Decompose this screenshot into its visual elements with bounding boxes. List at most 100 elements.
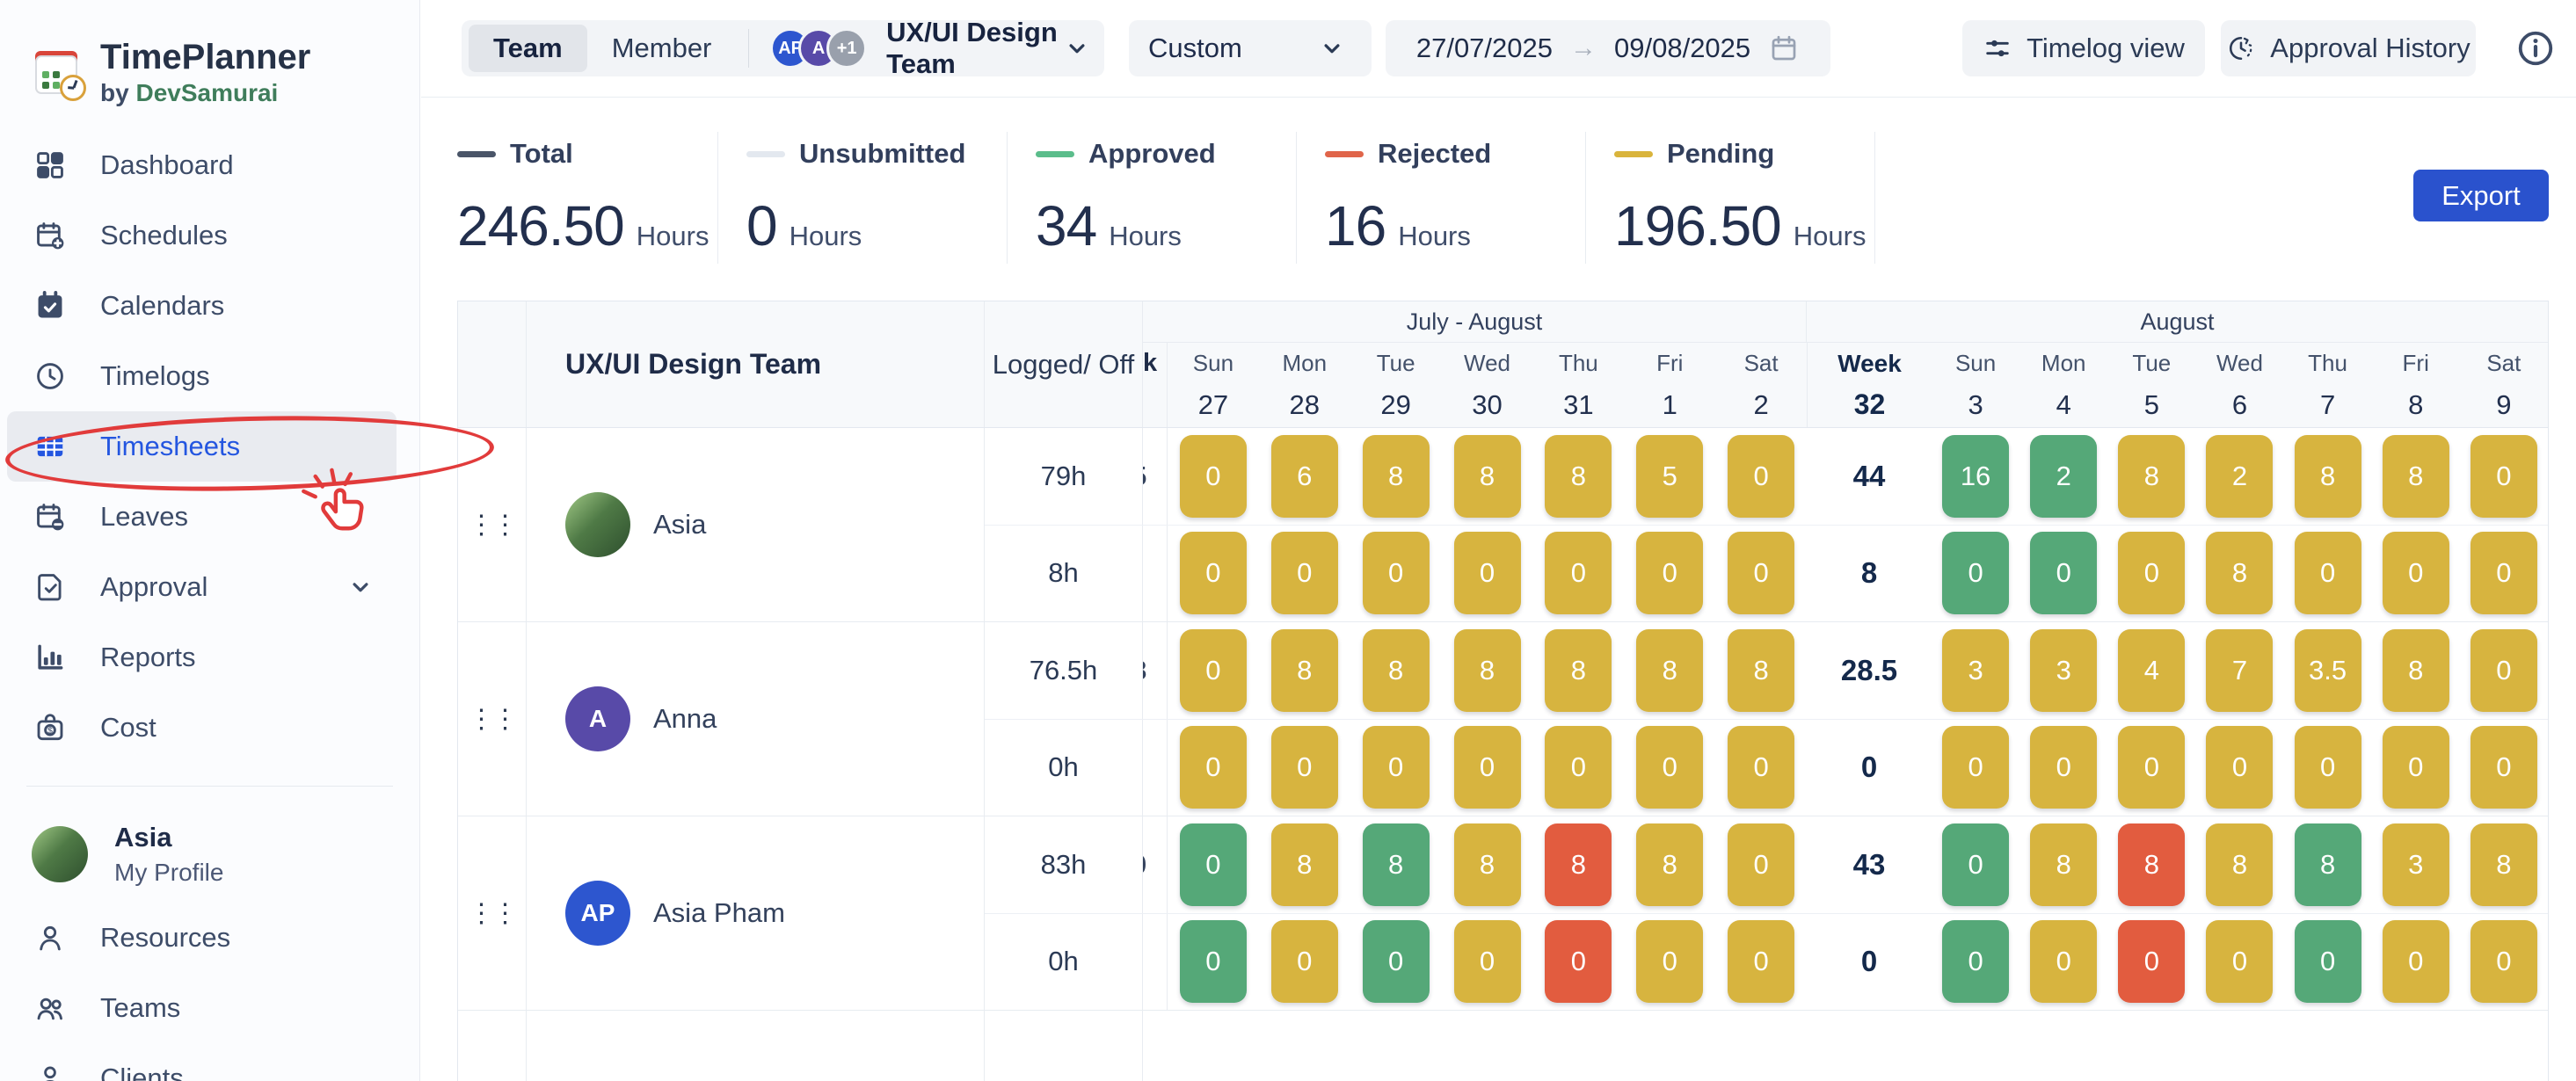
export-button[interactable]: Export [2413,170,2549,221]
day-cell-chip[interactable]: 0 [1453,532,1521,615]
date-from[interactable]: 27/07/2025 [1415,33,1553,63]
day-cell-chip[interactable]: 8 [1728,628,1795,712]
day-cell-chip[interactable]: 0 [2206,920,2274,1004]
sidebar-item-schedules[interactable]: Schedules [0,200,419,271]
sidebar-item-reports[interactable]: Reports [0,622,419,693]
day-cell-chip[interactable]: 3 [2382,823,2449,906]
day-cell-chip[interactable]: 8 [2382,628,2449,712]
chevron-down-icon[interactable] [1064,35,1090,62]
day-cell-chip[interactable]: 0 [1942,823,2010,906]
day-cell-chip[interactable]: 8 [2206,823,2274,906]
sidebar-profile[interactable]: Asia My Profile [0,806,419,903]
day-cell-chip[interactable]: 3 [1942,628,2010,712]
day-cell-chip[interactable]: 0 [1636,532,1704,615]
day-cell-chip[interactable]: 8 [2382,434,2449,518]
day-cell-chip[interactable]: 0 [2030,726,2098,809]
date-range-picker[interactable]: 27/07/2025 → 09/08/2025 [1386,20,1830,76]
action-button-approval-history[interactable]: Approval History [2221,20,2476,76]
day-cell-chip[interactable]: 0 [1728,823,1795,906]
day-cell-chip[interactable]: 8 [1453,628,1521,712]
day-cell-chip[interactable]: 8 [2470,823,2537,906]
day-cell-chip[interactable]: 0 [1179,628,1247,712]
sidebar-item-leaves[interactable]: Leaves [0,482,419,552]
day-cell-chip[interactable]: 8 [2294,823,2361,906]
day-cell-chip[interactable]: 2 [2206,434,2274,518]
day-cell-chip[interactable]: 2 [2030,434,2098,518]
sidebar-item-approval[interactable]: Approval [0,552,419,622]
day-cell-chip[interactable]: 0 [1545,920,1612,1004]
day-cell-chip[interactable]: 0 [1728,920,1795,1004]
day-cell-chip[interactable]: 8 [1270,823,1338,906]
day-cell-chip[interactable]: 0 [1270,726,1338,809]
team-selector-label[interactable]: UX/UI Design Team [886,17,1058,79]
sidebar-item-resources[interactable]: Resources [0,903,419,973]
day-cell-chip[interactable]: 0 [1179,726,1247,809]
day-cell-chip[interactable]: 0 [2470,920,2537,1004]
day-cell-chip[interactable]: 8 [1270,628,1338,712]
info-icon[interactable] [2507,20,2564,76]
day-cell-chip[interactable]: 0 [1270,920,1338,1004]
day-cell-chip[interactable]: 0 [1942,920,2010,1004]
day-cell-chip[interactable]: 0 [1636,920,1704,1004]
day-cell-chip[interactable]: 8 [1636,823,1704,906]
day-cell-chip[interactable]: 0 [2294,920,2361,1004]
day-cell-chip[interactable]: 8 [1545,434,1612,518]
day-cell-chip[interactable]: 0 [1270,532,1338,615]
day-cell-chip[interactable]: 0 [1362,532,1430,615]
day-cell-chip[interactable]: 0 [1453,726,1521,809]
day-cell-chip[interactable]: 0 [2470,532,2537,615]
sidebar-item-calendars[interactable]: Calendars [0,271,419,341]
sidebar-item-teams[interactable]: Teams [0,973,419,1043]
day-cell-chip[interactable]: 0 [2470,628,2537,712]
drag-handle-icon[interactable]: ⋮⋮ [468,704,519,734]
day-cell-chip[interactable]: 8 [1362,823,1430,906]
day-cell-chip[interactable]: 8 [1545,823,1612,906]
action-button-timelog-view[interactable]: Timelog view [1962,20,2205,76]
day-cell-chip[interactable]: 0 [1728,434,1795,518]
day-cell-chip[interactable]: 8 [1545,628,1612,712]
day-cell-chip[interactable]: 0 [1362,726,1430,809]
day-cell-chip[interactable]: 8 [1362,434,1430,518]
sidebar-item-timelogs[interactable]: Timelogs [0,341,419,411]
sidebar-item-timesheets[interactable]: Timesheets [7,411,397,482]
day-cell-chip[interactable]: 0 [2030,532,2098,615]
day-cell-chip[interactable]: 8 [2118,823,2186,906]
day-cell-chip[interactable]: 8 [2118,434,2186,518]
day-cell-chip[interactable]: 8 [1636,628,1704,712]
day-cell-chip[interactable]: 0 [1545,726,1612,809]
day-cell-chip[interactable]: 0 [1179,920,1247,1004]
drag-handle-icon[interactable]: ⋮⋮ [468,898,519,928]
toggle-team[interactable]: Team [469,25,587,72]
range-preset-select[interactable]: Custom [1129,20,1372,76]
toggle-member[interactable]: Member [611,33,712,63]
day-cell-chip[interactable]: 0 [2206,726,2274,809]
day-cell-chip[interactable]: 8 [1453,434,1521,518]
day-cell-chip[interactable]: 0 [1362,920,1430,1004]
day-cell-chip[interactable]: 0 [1942,532,2010,615]
day-cell-chip[interactable]: 0 [1636,726,1704,809]
day-cell-chip[interactable]: 3.5 [2294,628,2361,712]
day-cell-chip[interactable]: 0 [2294,726,2361,809]
day-cell-chip[interactable]: 8 [1453,823,1521,906]
day-cell-chip[interactable]: 0 [2382,920,2449,1004]
day-cell-chip[interactable]: 0 [1179,532,1247,615]
day-cell-chip[interactable]: 0 [2382,532,2449,615]
sidebar-item-dashboard[interactable]: Dashboard [0,130,419,200]
day-cell-chip[interactable]: 0 [1942,726,2010,809]
day-cell-chip[interactable]: 0 [1728,726,1795,809]
day-cell-chip[interactable]: 7 [2206,628,2274,712]
drag-handle-icon[interactable]: ⋮⋮ [468,510,519,540]
day-cell-chip[interactable]: 0 [2118,920,2186,1004]
day-cell-chip[interactable]: 0 [2030,920,2098,1004]
day-cell-chip[interactable]: 0 [1179,434,1247,518]
day-cell-chip[interactable]: 0 [2470,434,2537,518]
sidebar-item-cost[interactable]: $ Cost [0,693,419,763]
day-cell-chip[interactable]: 0 [1179,823,1247,906]
day-cell-chip[interactable]: 3 [2030,628,2098,712]
day-cell-chip[interactable]: 16 [1942,434,2010,518]
date-to[interactable]: 09/08/2025 [1614,33,1751,63]
day-cell-chip[interactable]: 0 [2118,532,2186,615]
day-cell-chip[interactable]: 0 [1545,532,1612,615]
day-cell-chip[interactable]: 8 [2294,434,2361,518]
day-cell-chip[interactable]: 0 [1453,920,1521,1004]
